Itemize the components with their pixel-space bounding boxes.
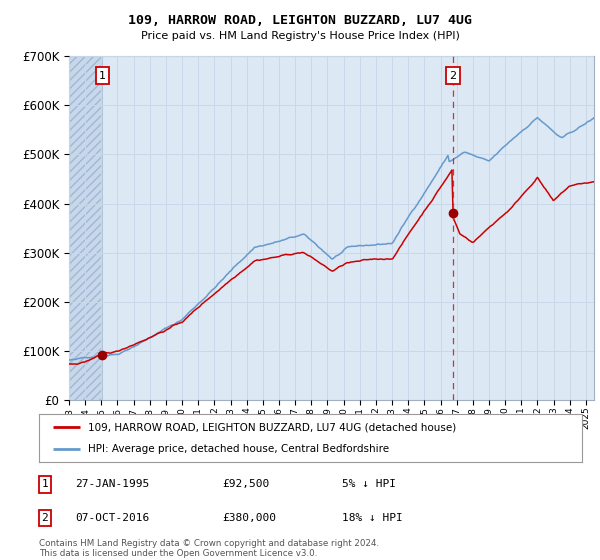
Bar <box>69 56 103 400</box>
Text: 27-JAN-1995: 27-JAN-1995 <box>75 479 149 489</box>
Text: £380,000: £380,000 <box>222 513 276 523</box>
Text: £92,500: £92,500 <box>222 479 269 489</box>
Bar <box>69 56 103 400</box>
Text: 109, HARROW ROAD, LEIGHTON BUZZARD, LU7 4UG (detached house): 109, HARROW ROAD, LEIGHTON BUZZARD, LU7 … <box>88 422 456 432</box>
Text: 2: 2 <box>41 513 49 523</box>
Text: 1: 1 <box>99 71 106 81</box>
Text: 2: 2 <box>449 71 457 81</box>
Text: 5% ↓ HPI: 5% ↓ HPI <box>342 479 396 489</box>
Text: Price paid vs. HM Land Registry's House Price Index (HPI): Price paid vs. HM Land Registry's House … <box>140 31 460 41</box>
Text: 07-OCT-2016: 07-OCT-2016 <box>75 513 149 523</box>
Text: 18% ↓ HPI: 18% ↓ HPI <box>342 513 403 523</box>
Text: Contains HM Land Registry data © Crown copyright and database right 2024.
This d: Contains HM Land Registry data © Crown c… <box>39 539 379 558</box>
Text: 1: 1 <box>41 479 49 489</box>
Text: HPI: Average price, detached house, Central Bedfordshire: HPI: Average price, detached house, Cent… <box>88 444 389 454</box>
Text: 109, HARROW ROAD, LEIGHTON BUZZARD, LU7 4UG: 109, HARROW ROAD, LEIGHTON BUZZARD, LU7 … <box>128 14 472 27</box>
